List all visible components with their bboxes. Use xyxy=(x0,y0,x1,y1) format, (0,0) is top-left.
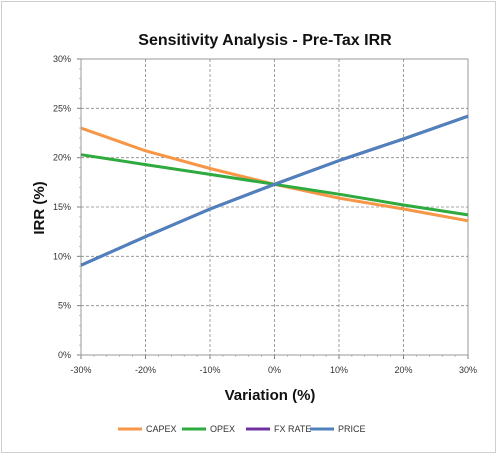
y-tick-label: 25% xyxy=(53,103,71,113)
legend-label: OPEX xyxy=(210,424,235,434)
x-tick-label: -10% xyxy=(199,365,220,375)
y-tick-label: 15% xyxy=(53,202,71,212)
legend-label: PRICE xyxy=(338,424,366,434)
legend-item-price: PRICE xyxy=(310,424,366,434)
x-tick-label: 30% xyxy=(459,365,477,375)
x-tick-label: 0% xyxy=(268,365,281,375)
axes: 0% 5% 10% 15% 20% 25% 30% -30% -20% -10% 0% 10% 20% 3… xyxy=(53,54,477,375)
legend-label: CAPEX xyxy=(146,424,177,434)
y-tick-label: 0% xyxy=(58,350,71,360)
y-tick-label: 5% xyxy=(58,301,71,311)
x-axis-title: Variation (%) xyxy=(225,387,316,404)
legend: CAPEX OPEX FX RATE PRICE xyxy=(118,424,366,434)
chart-title: Sensitivity Analysis - Pre-Tax IRR xyxy=(138,32,392,49)
legend-label: FX RATE xyxy=(274,424,311,434)
y-axis-title: IRR (%) xyxy=(31,181,48,234)
y-tick-label: 20% xyxy=(53,153,71,163)
legend-item-fx-rate: FX RATE xyxy=(246,424,311,434)
y-tick-label: 30% xyxy=(53,54,71,64)
x-tick-label: -20% xyxy=(135,365,156,375)
y-tick-label: 10% xyxy=(53,251,71,261)
x-tick-label: 10% xyxy=(330,365,348,375)
series-lines xyxy=(80,114,469,267)
legend-item-capex: CAPEX xyxy=(118,424,177,434)
x-tick-label: -30% xyxy=(70,365,91,375)
x-tick-label: 20% xyxy=(394,365,412,375)
series-line-price xyxy=(80,114,469,267)
legend-item-opex: OPEX xyxy=(182,424,235,434)
